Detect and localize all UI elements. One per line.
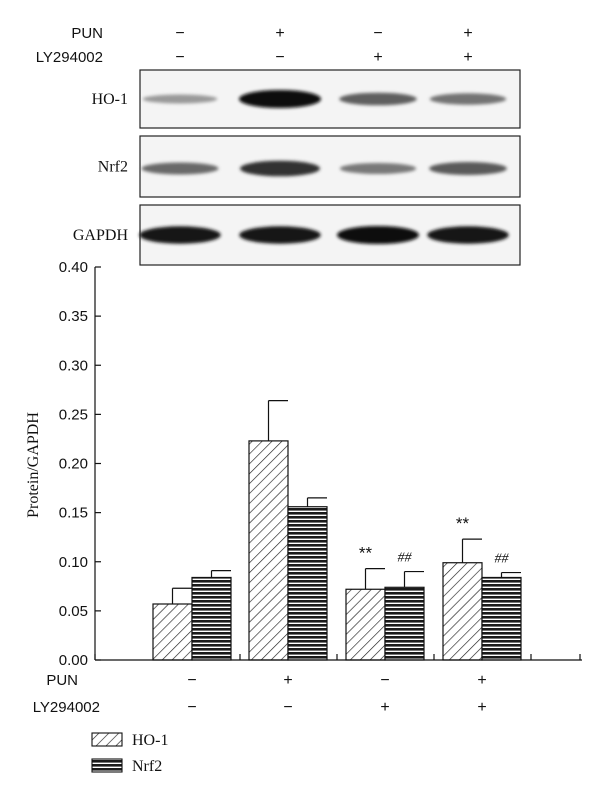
blot-band [142, 94, 218, 104]
bar-ho-1-2 [248, 400, 289, 661]
y-tick-label: 0.15 [59, 505, 88, 522]
blot-band [429, 93, 507, 105]
blot-band [239, 90, 321, 108]
bar [384, 586, 425, 661]
y-tick-label: 0.05 [59, 603, 88, 620]
blot-band [339, 162, 417, 175]
legend-label: HO-1 [132, 732, 168, 749]
blot-band [240, 160, 320, 177]
bar-ho-1-3 [345, 568, 386, 661]
blot-header-sign: + [463, 25, 472, 42]
blot-header-sign: − [275, 49, 284, 66]
blot-band [141, 162, 219, 175]
treatment-label: LY294002 [33, 699, 100, 716]
treatment-rows: PUN − + − + LY294002 − − + + [33, 672, 487, 716]
bar [345, 588, 386, 661]
treatment-sign: − [380, 672, 389, 689]
blot-panel-label: GAPDH [73, 227, 129, 244]
treatment-sign: + [283, 672, 292, 689]
treatment-sign: − [187, 672, 196, 689]
significance-annotation: ** [456, 514, 470, 533]
blot-band [139, 226, 221, 244]
y-tick-label: 0.25 [59, 406, 88, 423]
x-axis [94, 654, 582, 661]
bar-nrf2-3 [384, 570, 425, 661]
treatment-sign: − [187, 699, 196, 716]
bar [287, 506, 328, 661]
legend-label: Nrf2 [132, 758, 162, 775]
treatment-sign: + [477, 699, 486, 716]
legend-swatch [91, 758, 123, 773]
y-tick-label: 0.10 [59, 554, 88, 571]
blot-panel-ho-1: HO-1 [92, 69, 521, 129]
bars: ** ## ** ## [152, 400, 522, 661]
bar [248, 440, 289, 661]
legend-item-ho-1: HO-1 [91, 732, 168, 749]
y-tick-label: 0.30 [59, 357, 88, 374]
blot-band [339, 92, 417, 106]
y-tick-label: 0.35 [59, 308, 88, 325]
bar-chart: 0.00 0.05 0.10 0.15 0.20 0.25 0.30 0.35 0.40 Pro… [25, 259, 582, 716]
y-axis: 0.00 0.05 0.10 0.15 0.20 0.25 0.30 0.35 0.40 [59, 259, 101, 669]
y-tick-label: 0.00 [59, 652, 88, 669]
blot-header-label: PUN [71, 25, 103, 42]
significance-annotation: ## [495, 552, 510, 567]
blot-header-sign: − [373, 25, 382, 42]
blot-panel-gapdh: GAPDH [73, 204, 521, 266]
bar-ho-1-1 [152, 587, 193, 661]
significance-annotation: ** [359, 544, 373, 563]
legend-swatch [91, 732, 123, 747]
bar-nrf2-1 [191, 569, 232, 661]
blot-panel-label: HO-1 [92, 91, 128, 108]
blot-panel-label: Nrf2 [98, 159, 128, 176]
blot-band [427, 226, 509, 244]
blot-header-sign: − [175, 49, 184, 66]
blot-header-label: LY294002 [36, 49, 103, 66]
bar [442, 562, 483, 661]
blot-band [239, 226, 321, 244]
bar-ho-1-4 [442, 538, 483, 661]
treatment-sign: + [380, 699, 389, 716]
bar-nrf2-2 [287, 497, 328, 661]
treatment-label: PUN [46, 672, 78, 689]
bar [152, 603, 193, 661]
blot-panel-nrf2: Nrf2 [98, 135, 521, 198]
blot-header-sign: + [373, 49, 382, 66]
blot-band [337, 226, 419, 244]
y-tick-label: 0.20 [59, 456, 88, 473]
blot-band [429, 162, 507, 175]
blot-header-sign: + [275, 25, 284, 42]
significance-annotation: ## [398, 551, 413, 566]
treatment-sign: + [477, 672, 486, 689]
western-blot-panels: HO-1 Nrf2 GAPDH [73, 69, 521, 266]
y-axis-label: Protein/GAPDH [25, 412, 42, 518]
y-tick-label: 0.40 [59, 259, 88, 276]
blot-treatment-header: PUN − + − + LY294002 − − + + [36, 25, 473, 66]
treatment-sign: − [283, 699, 292, 716]
legend-item-nrf2: Nrf2 [91, 758, 162, 775]
bar [481, 576, 522, 661]
legend: HO-1 Nrf2 [91, 732, 168, 775]
bar [191, 576, 232, 661]
bar-nrf2-4 [481, 571, 522, 661]
blot-header-sign: − [175, 25, 184, 42]
blot-header-sign: + [463, 49, 472, 66]
